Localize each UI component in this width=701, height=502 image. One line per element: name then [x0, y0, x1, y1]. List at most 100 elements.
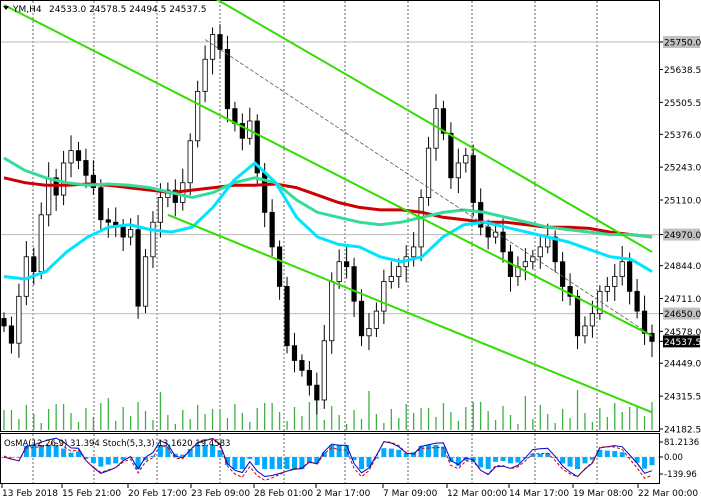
moving-average-line-2 — [3, 160, 653, 281]
candle-body — [202, 58, 208, 92]
candle-body — [634, 290, 640, 312]
osma-bar — [135, 457, 141, 469]
time-tick-label: 23 Feb 09:00 — [191, 489, 250, 499]
candle-body — [351, 266, 357, 302]
price-tick-label: 24578.0 — [664, 328, 701, 338]
candle-body — [574, 295, 581, 337]
candle-body — [31, 256, 37, 273]
osc-tick-label: 81.2136 — [664, 438, 699, 448]
candle-body — [90, 174, 96, 189]
osma-bar — [31, 445, 37, 457]
candle-body — [150, 221, 156, 258]
osma-bar — [262, 457, 268, 469]
osma-bar — [552, 457, 558, 458]
candle-body — [612, 276, 618, 287]
price-tick-label: 25505.5 — [664, 99, 701, 109]
price-tick-label: 24449.0 — [664, 360, 701, 370]
channel-line-3 — [204, 39, 653, 337]
price-tag-label: 24650.0 — [664, 310, 701, 320]
candle-body — [16, 295, 22, 344]
candle-body — [366, 327, 372, 337]
time-tick-label: 20 Feb 17:00 — [128, 489, 187, 499]
osma-bar — [388, 448, 394, 457]
candle-body — [299, 360, 305, 371]
osma-histogram — [1, 445, 655, 469]
candle-body — [68, 150, 74, 164]
candle-body — [142, 256, 149, 307]
candle-body — [38, 214, 44, 273]
candle-body — [358, 300, 365, 337]
candle-body — [582, 325, 588, 337]
symbol-label: YM,H4 — [12, 5, 42, 15]
osma-bar — [165, 446, 171, 457]
osma-bar — [195, 445, 201, 457]
time-tick-label: 13 Feb 2018 — [2, 489, 58, 499]
osma-bar — [344, 445, 350, 457]
candle-body — [344, 261, 350, 268]
price-tag-box — [663, 307, 700, 320]
osma-bar — [366, 457, 372, 467]
candle-body — [135, 229, 141, 307]
osma-bar — [105, 457, 111, 465]
osma-bar — [23, 445, 29, 457]
osma-bar — [143, 457, 149, 461]
osma-bar — [150, 455, 156, 457]
osma-bar — [187, 449, 193, 457]
osma-bar — [321, 452, 327, 457]
volume-bars — [3, 390, 653, 430]
candle-body — [306, 369, 312, 386]
osma-bar — [254, 457, 260, 465]
osma-bar — [493, 457, 499, 462]
candle-body — [224, 49, 231, 110]
price-tag-label: 24537.5 — [664, 338, 701, 348]
candle-body — [425, 147, 432, 198]
osma-bar — [411, 452, 417, 457]
osma-bar — [470, 457, 476, 461]
price-tick-label: 25110.0 — [664, 197, 701, 207]
osma-bar — [582, 457, 588, 464]
candle-body — [567, 286, 573, 297]
osc-tick-label: 0.00 — [664, 453, 683, 463]
stoch-main-line — [3, 437, 653, 478]
candle-body — [128, 229, 134, 238]
osma-bar — [612, 451, 618, 457]
osma-bar — [440, 446, 446, 457]
osma-bar — [299, 457, 305, 469]
osma-bar — [507, 457, 513, 464]
osma-bar — [455, 457, 461, 466]
price-axis: 25750.0 25638.5 25505.5 25376.0 25243.0 25110… — [659, 36, 701, 436]
osma-bar — [128, 457, 134, 459]
osma-bar — [381, 448, 387, 457]
candle-body — [373, 310, 380, 329]
candle-body — [627, 261, 633, 292]
candle-body — [537, 246, 543, 258]
osma-bar — [53, 445, 59, 457]
candle-body — [314, 384, 320, 401]
candle-body — [649, 332, 655, 342]
candle-body — [195, 90, 201, 142]
osma-bar — [433, 445, 439, 457]
time-tick-label: 7 Mar 09:00 — [383, 489, 438, 499]
osma-bar — [642, 457, 648, 469]
candle-body — [291, 345, 298, 361]
channel-line-2 — [167, 213, 653, 414]
osma-bar — [351, 457, 357, 461]
candle-body — [619, 261, 625, 277]
candle-body — [448, 132, 454, 179]
candle-body — [105, 219, 111, 223]
candle-body — [157, 197, 164, 223]
osma-bar — [329, 445, 335, 457]
osma-bar — [306, 457, 312, 464]
osma-bar — [649, 457, 655, 466]
candle-body — [120, 226, 126, 238]
osma-bar — [8, 457, 14, 458]
osma-bar — [269, 457, 275, 469]
osma-bar — [217, 450, 223, 457]
ohlc-label: 24533.0 24578.5 24494.5 24537.5 — [49, 5, 206, 15]
osma-bar — [75, 451, 81, 457]
osma-bar — [239, 457, 245, 469]
candle-body — [396, 266, 402, 277]
candles — [1, 24, 655, 415]
candle-body — [440, 108, 447, 134]
